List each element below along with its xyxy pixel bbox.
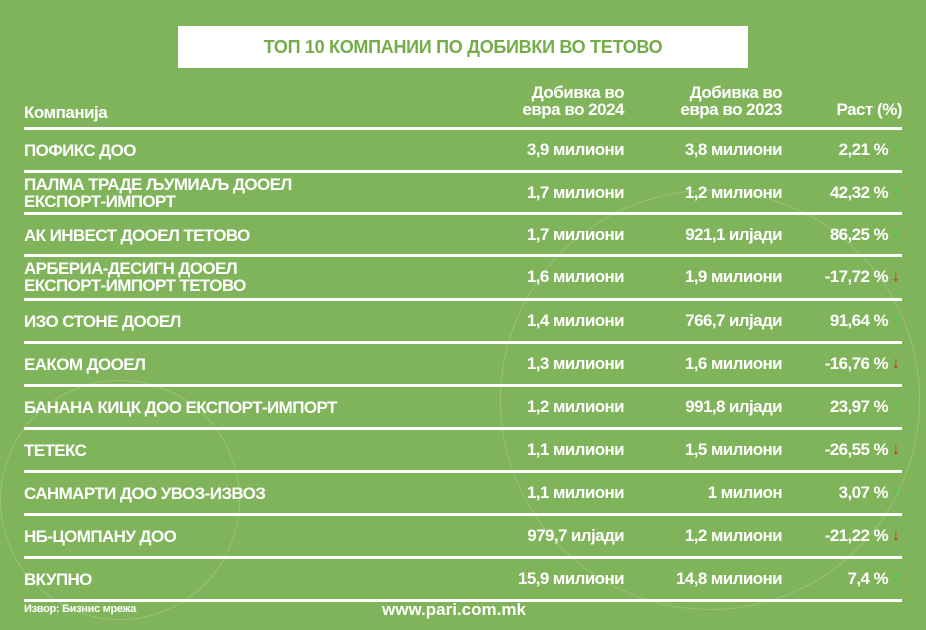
arrow-up-icon: ↑ [892, 184, 900, 201]
growth-value: -26,55 % [824, 440, 889, 459]
profit-2023: 1,2 милиони [684, 526, 783, 545]
company-name: ЕАКОМ ДООЕЛ [24, 354, 146, 374]
table-row: АРБЕРИА-ДЕСИГН ДООЕЛ ЕКСПОРТ-ИМПОРТ ТЕТОВ… [0, 257, 926, 297]
row-divider [24, 427, 902, 430]
growth-value: 2,21 % [838, 140, 889, 159]
row-divider [24, 127, 902, 130]
arrow-up-icon: ↑ [892, 398, 900, 415]
profit-2024: 15,9 милиони [518, 569, 625, 588]
arrow-up-icon: ↑ [892, 226, 900, 243]
table-row: ЕАКОМ ДООЕЛ 1,3 милиони 1,6 милиони -16,… [0, 344, 926, 384]
growth-value: -17,72 % [824, 267, 889, 286]
profit-2023: 1 милион [707, 483, 783, 502]
arrow-down-icon: ↓ [892, 355, 900, 372]
profit-2023: 1,6 милиони [684, 354, 783, 373]
header-growth: Раст (%) [836, 100, 902, 119]
arrow-up-icon: ↑ [892, 141, 900, 158]
profit-2023: 1,9 милиони [684, 267, 783, 286]
company-name: АРБЕРИА-ДЕСИГН ДООЕЛ ЕКСПОРТ-ИМПОРТ ТЕТОВ… [24, 259, 246, 295]
table-row: ТЕТЕКС 1,1 милиони 1,5 милиони -26,55 % … [0, 430, 926, 470]
arrow-down-icon: ↓ [892, 268, 900, 285]
table-row: АК ИНВЕСТ ДООЕЛ ТЕТОВО 1,7 милиони 921,1… [0, 215, 926, 255]
header-company: Компанија [24, 103, 108, 122]
profit-2024: 1,6 милиони [526, 267, 625, 286]
watermark-circle [0, 380, 240, 620]
table-row: ИЗО СТОНЕ ДООЕЛ 1,4 милиони 766,7 илјади… [0, 301, 926, 341]
row-divider [24, 254, 902, 257]
profit-2023: 1,2 милиони [684, 183, 783, 202]
row-divider [24, 513, 902, 516]
header-2023: Добивка во евра во 2023 [680, 83, 782, 119]
growth-value: 91,64 % [829, 311, 889, 330]
profit-2023: 3,8 милиони [684, 140, 783, 159]
profit-2024: 1,3 милиони [526, 354, 625, 373]
company-name: ВКУПНО [24, 569, 92, 589]
profit-2024: 1,4 милиони [526, 311, 625, 330]
profit-2024: 979,7 илјади [527, 526, 624, 545]
arrow-down-icon: ↓ [892, 441, 900, 458]
company-name: ПАЛМА ТРАДЕ ЉУМИАЉ ДООЕЛ ЕКСПОРТ-ИМПОРТ [24, 175, 292, 211]
table-row: ПОФИКС ДОО 3,9 милиони 3,8 милиони 2,21 … [0, 130, 926, 170]
arrow-up-icon: ↑ [892, 570, 900, 587]
growth-value: 23,97 % [829, 397, 889, 416]
table-header: Компанија Добивка во евра во 2024 Добивка… [0, 84, 926, 124]
row-divider [24, 298, 902, 301]
profit-2024: 3,9 милиони [526, 140, 625, 159]
company-name: ТЕТЕКС [24, 440, 87, 460]
row-divider [24, 341, 902, 344]
row-divider [24, 470, 902, 473]
growth-value: 3,07 % [838, 483, 889, 502]
company-name: АК ИНВЕСТ ДООЕЛ ТЕТОВО [24, 225, 250, 245]
source-note: Извор: Бизнис мрежа [24, 603, 137, 615]
page-title: ТОП 10 КОМПАНИИ ПО ДОБИВКИ ВО ТЕТОВО [178, 26, 748, 68]
row-divider [24, 599, 902, 602]
company-name: САНМАРТИ ДОО УВОЗ-ИЗВОЗ [24, 483, 266, 503]
company-name: ПОФИКС ДОО [24, 140, 136, 160]
growth-value: 86,25 % [829, 225, 889, 244]
table-row: САНМАРТИ ДОО УВОЗ-ИЗВОЗ 1,1 милиони 1 ми… [0, 473, 926, 513]
table-row: НБ-ЦОМПАНУ ДОО 979,7 илјади 1,2 милиони … [0, 516, 926, 556]
growth-value: -16,76 % [824, 354, 889, 373]
profit-2023: 921,1 илјади [685, 225, 782, 244]
row-divider [24, 170, 902, 173]
total-row: ВКУПНО 15,9 милиони 14,8 милиони 7,4 % ↑ [0, 559, 926, 599]
row-divider [24, 556, 902, 559]
arrow-up-icon: ↑ [892, 312, 900, 329]
profit-2023: 991,8 илјади [685, 397, 782, 416]
profit-2023: 14,8 милиони [676, 569, 783, 588]
watermark-circle [500, 190, 920, 610]
growth-value: -21,22 % [824, 526, 889, 545]
arrow-down-icon: ↓ [892, 527, 900, 544]
company-name: ИЗО СТОНЕ ДООЕЛ [24, 311, 181, 331]
profit-2023: 1,5 милиони [684, 440, 783, 459]
profit-2024: 1,7 милиони [526, 225, 625, 244]
table-row: БАНАНА КИЦК ДОО ЕКСПОРТ-ИМПОРТ 1,2 милио… [0, 387, 926, 427]
profit-2024: 1,7 милиони [526, 183, 625, 202]
header-2024: Добивка во евра во 2024 [522, 83, 624, 119]
arrow-up-icon: ↑ [892, 484, 900, 501]
table-row: ПАЛМА ТРАДЕ ЉУМИАЉ ДООЕЛ ЕКСПОРТ-ИМПОРТ 1… [0, 173, 926, 213]
row-divider [24, 212, 902, 215]
profit-2024: 1,1 милиони [526, 483, 625, 502]
row-divider [24, 384, 902, 387]
profit-2024: 1,2 милиони [526, 397, 625, 416]
profit-2024: 1,1 милиони [526, 440, 625, 459]
profit-2023: 766,7 илјади [685, 311, 782, 330]
company-name: НБ-ЦОМПАНУ ДОО [24, 526, 177, 546]
growth-value: 7,4 % [847, 569, 889, 588]
company-name: БАНАНА КИЦК ДОО ЕКСПОРТ-ИМПОРТ [24, 397, 337, 417]
growth-value: 42,32 % [829, 183, 889, 202]
site-url: www.pari.com.mk [382, 600, 526, 619]
